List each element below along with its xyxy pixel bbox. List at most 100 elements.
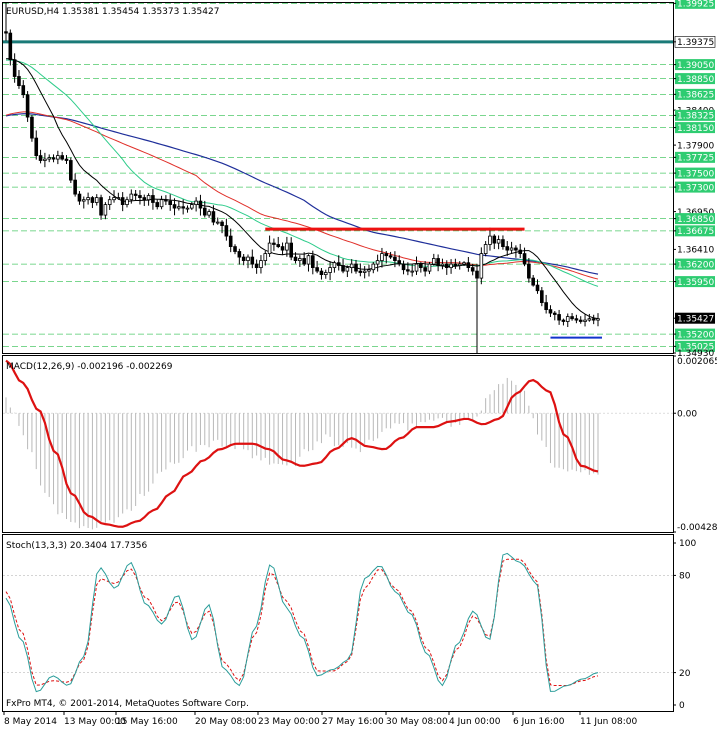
time-tick-label: 27 May 16:00 — [322, 717, 384, 727]
candle-body — [151, 195, 155, 203]
candle-body — [419, 263, 423, 269]
candle-body — [17, 76, 21, 87]
price-tick-label: 1.38850 — [677, 75, 714, 85]
candle-body — [12, 59, 17, 77]
price-label-box — [675, 122, 715, 134]
candle-body — [168, 200, 173, 206]
candle-body — [319, 270, 324, 276]
candle-body — [509, 247, 514, 251]
candle-body — [60, 155, 64, 160]
price-tick-label: 1.39925 — [677, 0, 714, 10]
candle-body — [159, 199, 164, 208]
candle-body — [540, 290, 544, 304]
candle-body — [250, 256, 255, 265]
price-label-box — [675, 0, 715, 9]
candle-body — [267, 242, 272, 255]
price-label-box — [675, 312, 715, 324]
price-label-box — [675, 181, 715, 193]
price-label-box — [675, 213, 715, 225]
candle-body — [220, 221, 224, 227]
candle-body — [578, 319, 583, 322]
candle-body — [440, 263, 445, 266]
stoch-tick-label: 100 — [679, 539, 696, 549]
price-tick-label: 1.36950 — [677, 208, 714, 218]
candle-body — [289, 242, 293, 258]
candle-body — [107, 199, 112, 205]
time-tick-label: 11 Jun 08:00 — [580, 717, 637, 727]
candle-body — [431, 258, 436, 265]
macd-panel-frame — [2, 355, 674, 533]
candle-body — [488, 235, 492, 245]
moving-averages — [5, 58, 599, 320]
candle-body — [544, 302, 548, 311]
candle-body — [375, 260, 380, 265]
candle-body — [444, 263, 449, 269]
candle-body — [190, 204, 194, 209]
candle-body — [142, 197, 147, 201]
stoch-tick-label: 20 — [679, 669, 691, 679]
ma-blue-line — [5, 113, 599, 275]
price-label-box — [675, 225, 715, 237]
candle-body — [129, 193, 134, 201]
candle-body — [406, 269, 410, 272]
candle-body — [215, 221, 220, 224]
candle-body — [211, 211, 216, 223]
candle-body — [505, 246, 510, 251]
candle-body — [457, 263, 462, 266]
price-tick-label: 1.35950 — [677, 278, 714, 288]
candle-body — [298, 258, 302, 261]
candle-body — [133, 193, 138, 196]
candle-body — [527, 263, 531, 279]
candle-body — [73, 179, 77, 195]
ma-red-line — [5, 111, 599, 280]
candle-body — [552, 312, 557, 315]
macd-tick-label: -0.004285 — [677, 523, 717, 533]
price-tick-label: 1.38325 — [677, 112, 714, 122]
price-tick-label: 1.39375 — [677, 38, 714, 48]
candle-body — [349, 263, 354, 269]
stochastic-panel: 100 80 20 0 — [3, 539, 696, 711]
candle-body — [427, 263, 432, 272]
price-label-box — [675, 340, 715, 352]
candle-body — [328, 267, 332, 273]
price-tick-label: 1.36675 — [677, 227, 714, 237]
candle-body — [263, 253, 268, 262]
price-tick-label: 1.36410 — [677, 246, 714, 256]
price-tick-label: 1.34930 — [677, 349, 714, 359]
candle-body — [583, 319, 587, 322]
candlesticks — [4, 3, 600, 353]
macd-signal-line — [5, 359, 599, 528]
candle-body — [254, 263, 259, 269]
candle-body — [336, 262, 341, 266]
candle-body — [492, 235, 497, 244]
candle-body — [453, 263, 458, 266]
candle-body — [224, 225, 229, 237]
candle-body — [522, 253, 527, 265]
candle-body — [518, 249, 523, 255]
candle-body — [587, 318, 592, 321]
macd-tick-label: 0.002065 — [677, 357, 717, 367]
candle-body — [177, 206, 181, 209]
candle-body — [293, 256, 298, 262]
candle-body — [259, 260, 263, 269]
price-tick-label: 1.37725 — [677, 154, 714, 164]
candle-body — [228, 235, 233, 248]
macd-header: MACD(12,26,9) -0.002196 -0.002269 — [6, 362, 173, 372]
candle-body — [77, 193, 82, 202]
time-tick-label: 6 Jun 16:00 — [513, 717, 565, 727]
price-label-box — [675, 276, 715, 288]
stoch-signal-line — [5, 558, 599, 687]
time-tick-label: 8 May 2014 — [4, 717, 57, 727]
candle-body — [246, 256, 250, 262]
candle-body — [436, 258, 440, 266]
candle-body — [43, 158, 47, 161]
time-tick-label: 13 May 00:00 — [64, 717, 126, 727]
candle-body — [120, 197, 125, 206]
candle-body — [155, 202, 160, 208]
time-tick-label: 15 May 16:00 — [116, 717, 178, 727]
candle-body — [116, 197, 121, 200]
price-tick-label: 1.38150 — [677, 124, 714, 134]
candle-body — [125, 199, 129, 205]
price-tick-label: 1.37500 — [677, 169, 714, 179]
candle-body — [194, 200, 198, 206]
